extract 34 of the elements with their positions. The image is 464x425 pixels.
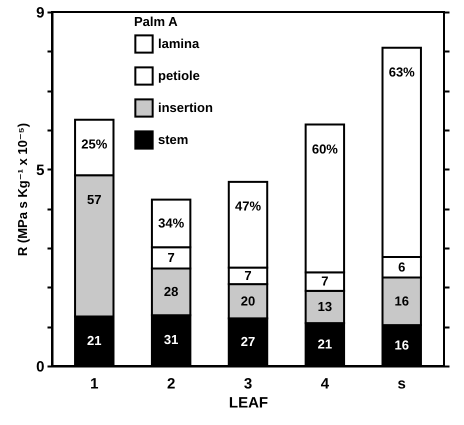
legend-label: stem	[158, 132, 188, 147]
legend-label: petiole	[158, 68, 200, 83]
legend-label: lamina	[158, 36, 200, 51]
annotation: 34%	[158, 215, 185, 230]
annotation: 63%	[388, 64, 416, 80]
annotation: 7	[168, 250, 175, 265]
annotation: 13	[318, 299, 332, 314]
y-tick-label: 5	[36, 162, 44, 179]
annotation: 7	[244, 268, 252, 283]
annotation: 20	[240, 293, 256, 308]
legend-label: insertion	[158, 100, 213, 115]
annotation: 6	[398, 259, 406, 274]
x-axis-title: LEAF	[228, 394, 268, 412]
annotation: 57	[87, 192, 102, 208]
annotation: 16	[394, 293, 409, 308]
x-tick-label: 1	[90, 376, 98, 392]
x-tick-label: s	[398, 376, 406, 392]
y-axis-title: R (MPa s Kg⁻¹ x 10⁻⁵)	[15, 122, 30, 256]
annotation: 7	[321, 274, 328, 289]
x-tick-label: 4	[320, 376, 330, 392]
annotation: 60%	[312, 141, 338, 156]
annotation: 47%	[234, 198, 262, 214]
x-tick-label: 3	[244, 376, 252, 392]
x-tick-label: 2	[166, 376, 176, 392]
annotation: 16	[394, 338, 409, 353]
annotation: 21	[87, 333, 102, 348]
y-tick-label: 0	[36, 358, 44, 376]
annotation: 25%	[81, 136, 108, 152]
annotation: 31	[164, 332, 178, 348]
annotation: 27	[240, 334, 256, 350]
annotation: 21	[318, 336, 332, 352]
annotation: 28	[164, 284, 178, 299]
y-tick-label: 9	[36, 4, 44, 22]
legend-title: Palm A	[134, 14, 178, 29]
